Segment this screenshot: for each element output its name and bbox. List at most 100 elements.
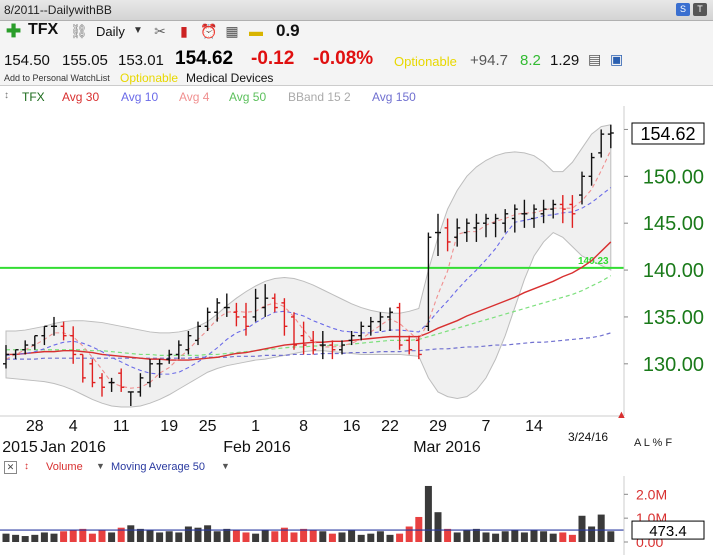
volume-bar [108,532,116,542]
volume-bar [184,526,192,542]
volume-bar [261,530,269,542]
day-tick-label: 22 [381,418,399,435]
calculator-icon[interactable]: ▦ [225,23,239,39]
volume-title[interactable]: Volume [46,461,83,473]
ohlc-bar [137,373,144,397]
ohlc-bar [492,213,499,238]
day-tick-label: 25 [199,418,217,435]
ohlc-bar [358,321,365,341]
volume-current-label: 473.4 [649,523,687,540]
ohlc-bar [387,307,393,331]
scale-buttons: A L % F [634,437,672,449]
alarm-icon[interactable]: ⏰ [200,23,218,39]
scroll-up-icon: ▲ [616,409,627,421]
tools-icon[interactable]: ✂ [154,23,166,39]
high-price: 155.05 [62,52,108,69]
volume-ma-dropdown-icon[interactable]: ▼ [221,461,230,471]
symbol-label[interactable]: TFX [28,21,59,38]
legend-avg150[interactable]: Avg 150 [372,90,416,104]
ohlc-bar [108,377,115,392]
indicator-legend: ↕ TFX Avg 30 Avg 10 Avg 4 Avg 50 BBand 1… [0,86,713,106]
ohlc-bar [339,340,345,355]
volume-title-dropdown-icon[interactable]: ▼ [96,461,105,471]
ohlc-bar [271,293,278,313]
volume-ma-label[interactable]: Moving Average 50 [111,461,205,473]
current-date-label: 3/24/16 [568,430,608,444]
legend-bband[interactable]: BBand 15 2 [288,90,351,104]
volume-dropdown-icon[interactable]: ↕ [24,461,29,472]
volume-legend: ✕ ↕ Volume ▼ Moving Average 50 ▼ [0,460,713,476]
volume-tick-label: 2.0M [636,486,667,502]
period-dropdown-icon[interactable]: ▼ [133,25,143,36]
score-value: 0.9 [276,21,300,40]
ohlc-bar [166,349,173,364]
chart-type-icon[interactable]: ▮ [180,23,188,39]
plus-icon[interactable]: ✚ [6,21,22,41]
note-icon[interactable]: ▬ [249,23,263,39]
ma-line-avg-4 [5,149,612,389]
ohlc-bar [396,302,403,350]
legend-avg50[interactable]: Avg 50 [229,90,267,104]
volume-bar [21,536,29,542]
ohlc-bar [147,359,153,388]
add-watchlist-link[interactable]: Add to Personal WatchList [4,73,110,83]
volume-bar [156,532,164,542]
volume-bar [40,532,48,542]
ohlc-bar [70,326,77,364]
ohlc-bar [3,345,9,369]
link-icon[interactable]: ⛓ [70,23,88,39]
ohlc-bar [243,302,249,336]
volume-bar [319,531,327,542]
volume-bar [540,531,548,542]
ohlc-bar [588,152,595,186]
ohlc-bar [12,349,19,360]
t-badge-icon[interactable]: T [693,3,707,16]
day-tick-label: 28 [26,418,44,435]
period-select[interactable]: Daily [96,24,125,39]
ohlc-bar [51,316,57,336]
ohlc-bar [252,288,259,322]
volume-bar [280,527,288,542]
volume-bar [348,530,356,542]
legend-sort-icon[interactable]: ↕ [4,90,9,101]
volume-bar [597,514,605,542]
ohlc-bar [89,359,96,388]
volume-bar [79,528,87,542]
support-line-label: 140.23 [578,256,609,267]
legend-avg10[interactable]: Avg 10 [121,90,159,104]
ohlc-bar [502,209,509,233]
price-chart[interactable]: 140.23 155.00150.00145.00140.00135.00130… [0,106,713,456]
volume-bar [424,485,432,542]
volume-bar [2,533,10,542]
ohlc-bar [425,232,432,331]
ohlc-bar [41,325,48,346]
ohlc-bar [579,171,585,205]
day-tick-label: 19 [160,418,178,435]
ohlc-bar [531,204,537,228]
save-icon[interactable]: ▣ [610,51,624,67]
legend-avg4[interactable]: Avg 4 [179,90,210,104]
ohlc-bar [99,373,105,397]
volume-bar [472,528,480,542]
ma-line-avg-10 [5,187,612,375]
optionable-badge: Optionable [394,54,457,69]
s-badge-icon[interactable]: S [676,3,690,16]
volume-bar [271,531,279,542]
volume-bar [338,532,346,542]
ohlc-bar [473,213,480,242]
legend-symbol[interactable]: TFX [22,90,45,104]
volume-bar [367,533,375,542]
day-tick-label: 14 [525,418,543,435]
price-change-pct: -0.08% [313,48,374,69]
ohlc-bar [262,284,269,317]
volume-bar [482,532,490,542]
close-pane-icon[interactable]: ✕ [4,461,17,474]
ohlc-bar [127,391,134,406]
legend-avg30[interactable]: Avg 30 [62,90,100,104]
volume-bar [50,533,58,542]
volume-bar [559,532,567,542]
day-tick-label: 16 [343,418,361,435]
ohlc-bar [540,199,547,224]
database-icon[interactable]: ▤ [588,51,602,67]
